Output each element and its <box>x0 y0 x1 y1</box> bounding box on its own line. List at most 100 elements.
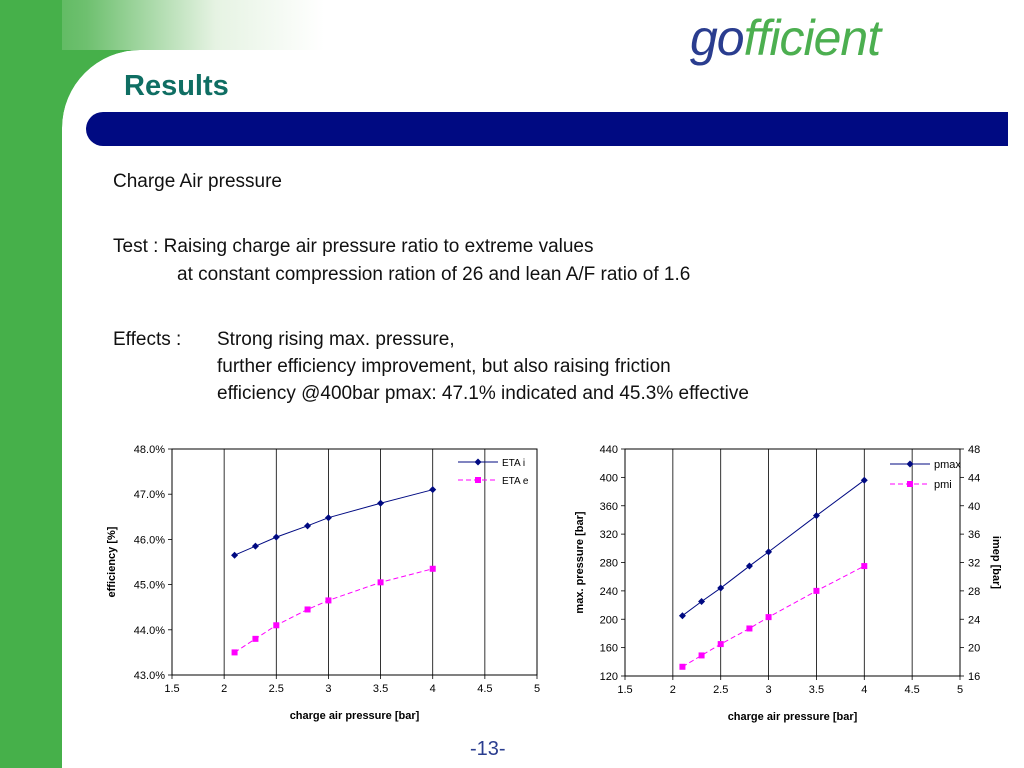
y-tick-label: 160 <box>600 643 618 655</box>
x-tick-label: 1.5 <box>164 683 179 695</box>
y-tick-label: 320 <box>600 529 618 541</box>
x-tick-label: 4 <box>430 683 436 695</box>
y-tick-label: 45.0% <box>134 580 165 592</box>
legend-marker <box>475 477 481 483</box>
data-point <box>272 533 280 541</box>
data-point <box>698 652 705 659</box>
data-point <box>678 612 686 620</box>
series-line <box>682 565 865 668</box>
data-point <box>273 622 280 629</box>
y2-tick-label: 36 <box>968 529 980 541</box>
data-point <box>324 514 332 522</box>
y-axis-label: efficiency [%] <box>106 526 118 597</box>
test-description-cont: at constant compression ration of 26 and… <box>177 264 691 285</box>
data-point <box>679 663 686 670</box>
data-point <box>429 486 437 494</box>
title-underline-bar <box>86 112 1009 146</box>
effects-item: Strong rising max. pressure, <box>217 329 455 350</box>
data-point <box>251 542 259 550</box>
data-point <box>377 499 385 507</box>
x-tick-label: 2 <box>670 684 676 696</box>
data-point <box>698 598 706 606</box>
y2-tick-label: 44 <box>968 472 980 484</box>
x-axis-label: charge air pressure [bar] <box>728 711 858 723</box>
plot-frame <box>624 448 961 677</box>
data-point <box>304 522 312 530</box>
y-tick-label: 240 <box>600 586 618 598</box>
y-tick-label: 47.0% <box>134 489 165 501</box>
data-point <box>231 649 238 656</box>
y2-tick-label: 48 <box>968 444 980 456</box>
y2-tick-label: 24 <box>968 614 980 626</box>
legend-label: pmax <box>934 459 961 471</box>
data-point <box>860 476 868 484</box>
x-tick-label: 2.5 <box>269 683 284 695</box>
y-tick-label: 360 <box>600 501 618 513</box>
x-tick-label: 5 <box>957 684 963 696</box>
page-title: Results <box>124 70 229 102</box>
y2-tick-label: 20 <box>968 643 980 655</box>
data-point <box>717 641 724 648</box>
legend-label: ETA e <box>502 476 529 487</box>
x-tick-label: 5 <box>534 683 540 695</box>
y-tick-label: 48.0% <box>134 444 165 456</box>
y2-tick-label: 32 <box>968 558 980 570</box>
y-tick-label: 43.0% <box>134 670 165 682</box>
effects-label: Effects : <box>113 329 182 350</box>
x-tick-label: 4 <box>861 684 867 696</box>
x-tick-label: 2 <box>221 683 227 695</box>
data-point <box>231 551 239 559</box>
logo-go-text: go <box>690 10 745 66</box>
x-tick-label: 3.5 <box>809 684 824 696</box>
x-axis-label: charge air pressure [bar] <box>290 710 420 722</box>
effects-item: efficiency @400bar pmax: 47.1% indicated… <box>217 383 749 404</box>
brand-logo: gofficient <box>690 8 882 68</box>
data-point <box>325 597 332 604</box>
data-point <box>304 606 311 613</box>
legend-label: ETA i <box>502 458 525 469</box>
x-tick-label: 3 <box>325 683 331 695</box>
x-tick-label: 4.5 <box>477 683 492 695</box>
data-point <box>377 579 384 586</box>
y-tick-label: 400 <box>600 472 618 484</box>
series-line <box>682 479 865 617</box>
x-tick-label: 2.5 <box>713 684 728 696</box>
data-point <box>252 635 259 642</box>
data-point <box>745 562 753 570</box>
data-point <box>765 614 772 621</box>
legend-label: pmi <box>934 479 952 491</box>
y-tick-label: 200 <box>600 614 618 626</box>
effects-item: further efficiency improvement, but also… <box>217 356 671 377</box>
data-point <box>746 625 753 632</box>
x-tick-label: 3 <box>766 684 772 696</box>
test-description: Test : Raising charge air pressure ratio… <box>113 236 594 257</box>
plot-frame <box>171 448 538 676</box>
x-tick-label: 1.5 <box>617 684 632 696</box>
y-tick-label: 120 <box>600 671 618 683</box>
y2-tick-label: 28 <box>968 586 980 598</box>
y2-tick-label: 40 <box>968 501 980 513</box>
data-point <box>429 565 436 572</box>
data-point <box>765 548 773 556</box>
legend-marker <box>474 458 482 466</box>
data-point <box>861 563 868 570</box>
y-tick-label: 280 <box>600 558 618 570</box>
y2-axis-label: imep [bar] <box>990 536 1002 590</box>
y-tick-label: 440 <box>600 444 618 456</box>
x-tick-label: 3.5 <box>373 683 388 695</box>
y-tick-label: 46.0% <box>134 534 165 546</box>
data-point <box>813 587 820 594</box>
page-number: -13- <box>470 738 506 760</box>
data-point <box>812 512 820 520</box>
x-tick-label: 4.5 <box>904 684 919 696</box>
left-green-band <box>0 0 62 768</box>
logo-rest-text: fficient <box>743 10 882 66</box>
corner-fill <box>62 50 140 128</box>
subtitle: Charge Air pressure <box>113 171 282 192</box>
legend-marker <box>907 481 913 487</box>
top-gradient-band <box>0 0 720 50</box>
